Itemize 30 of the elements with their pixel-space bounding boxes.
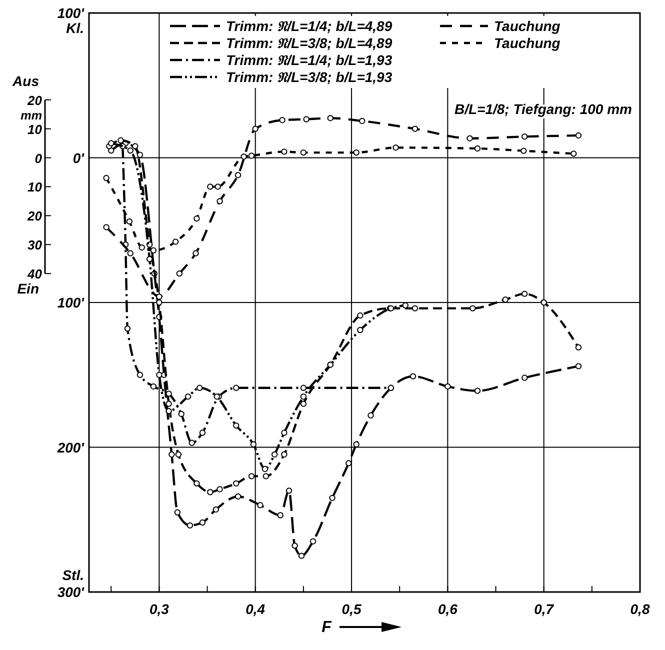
text: Aus <box>12 72 40 89</box>
x-tick-label: 0,5 <box>342 601 362 617</box>
text: Ein <box>17 280 39 297</box>
legend-label: Tauchung <box>494 35 561 51</box>
y2-tick-label: 30 <box>28 238 43 253</box>
legend-label: Trimm: 𝔑/L=1/4; b/L=1,93 <box>226 52 392 68</box>
x-tick-label: 0,7 <box>534 601 555 617</box>
x-tick-label: 0,8 <box>630 601 650 617</box>
legend-label: Trimm: 𝔑/L=1/4; b/L=4,89 <box>226 18 392 34</box>
y2-tick-label: 40 <box>26 266 43 282</box>
legend-label: Trimm: 𝔑/L=3/8; b/L=1,93 <box>226 69 392 85</box>
x-tick-label: 0,3 <box>149 601 170 617</box>
x-axis-title: F <box>322 619 333 636</box>
y2-tick-label: 0 <box>34 150 43 166</box>
legend-label: Trimm: 𝔑/L=3/8; b/L=4,89 <box>226 35 392 51</box>
y-tick-label: 200' <box>56 439 85 456</box>
y2-tick-label: 10 <box>28 122 43 137</box>
text: Stl. <box>62 567 84 583</box>
legend-label: Tauchung <box>494 18 561 34</box>
x-tick-label: 0,6 <box>438 601 458 617</box>
y-tick-label: 300' <box>57 584 85 600</box>
y2-axis-title: mm <box>20 108 42 122</box>
y2-tick-label: 20 <box>26 92 43 108</box>
y2-tick-label: 20 <box>26 208 43 224</box>
y-tick-label: 100' <box>57 5 85 21</box>
y2-tick-label: 10 <box>28 180 43 195</box>
y-tick-label: 0' <box>72 150 85 166</box>
y-tick-label: 100' <box>57 294 85 310</box>
x-tick-label: 0,4 <box>246 601 266 617</box>
text: Kl. <box>66 20 84 36</box>
